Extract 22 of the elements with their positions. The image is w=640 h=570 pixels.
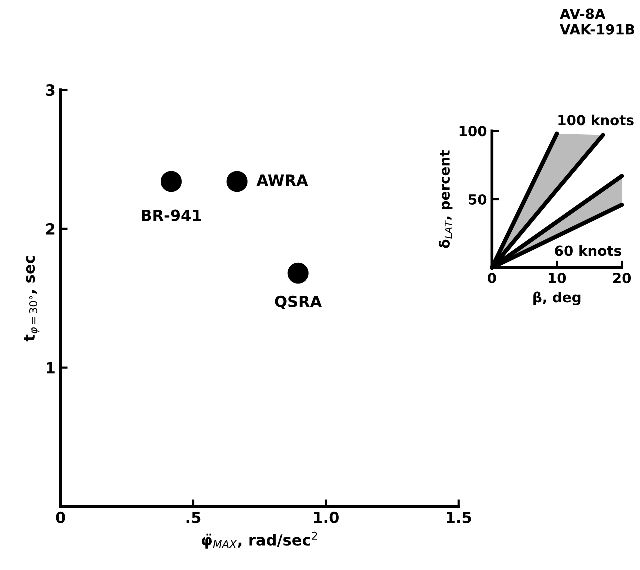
annotation: AWRA	[256, 174, 308, 186]
x-tick-label: 0	[488, 273, 496, 284]
series-label: 100 knots	[558, 114, 634, 126]
y-tick-label: 50	[469, 194, 487, 205]
annotation: QSRA	[275, 296, 322, 310]
y-tick-label: 2	[46, 223, 55, 235]
series-label: 60 knots	[555, 245, 622, 256]
x-tick-label: .5	[186, 512, 201, 524]
x-axis-title: β, deg	[534, 292, 581, 306]
x-tick-label: 20	[614, 273, 632, 284]
x-tick-label: 1.5	[447, 512, 472, 524]
y-tick-label: 3	[46, 84, 55, 96]
x-tick-label: 1.0	[314, 512, 339, 524]
annotation: BR-941	[142, 210, 202, 222]
y-axis-title: t$_{φ=30°}$, sec	[24, 256, 40, 342]
y-axis-title: δ$_{LAT}$, percent	[439, 150, 453, 248]
x-tick-label: 0	[56, 512, 66, 524]
text: AV-8A VAK-191B	[560, 8, 634, 35]
x-axis-title: φ̈$_{MAX}$, rad/sec$^{2}$	[202, 532, 318, 549]
y-tick-label: 100	[460, 126, 487, 137]
x-tick-label: 10	[549, 273, 566, 284]
y-tick-label: 1	[47, 362, 55, 374]
